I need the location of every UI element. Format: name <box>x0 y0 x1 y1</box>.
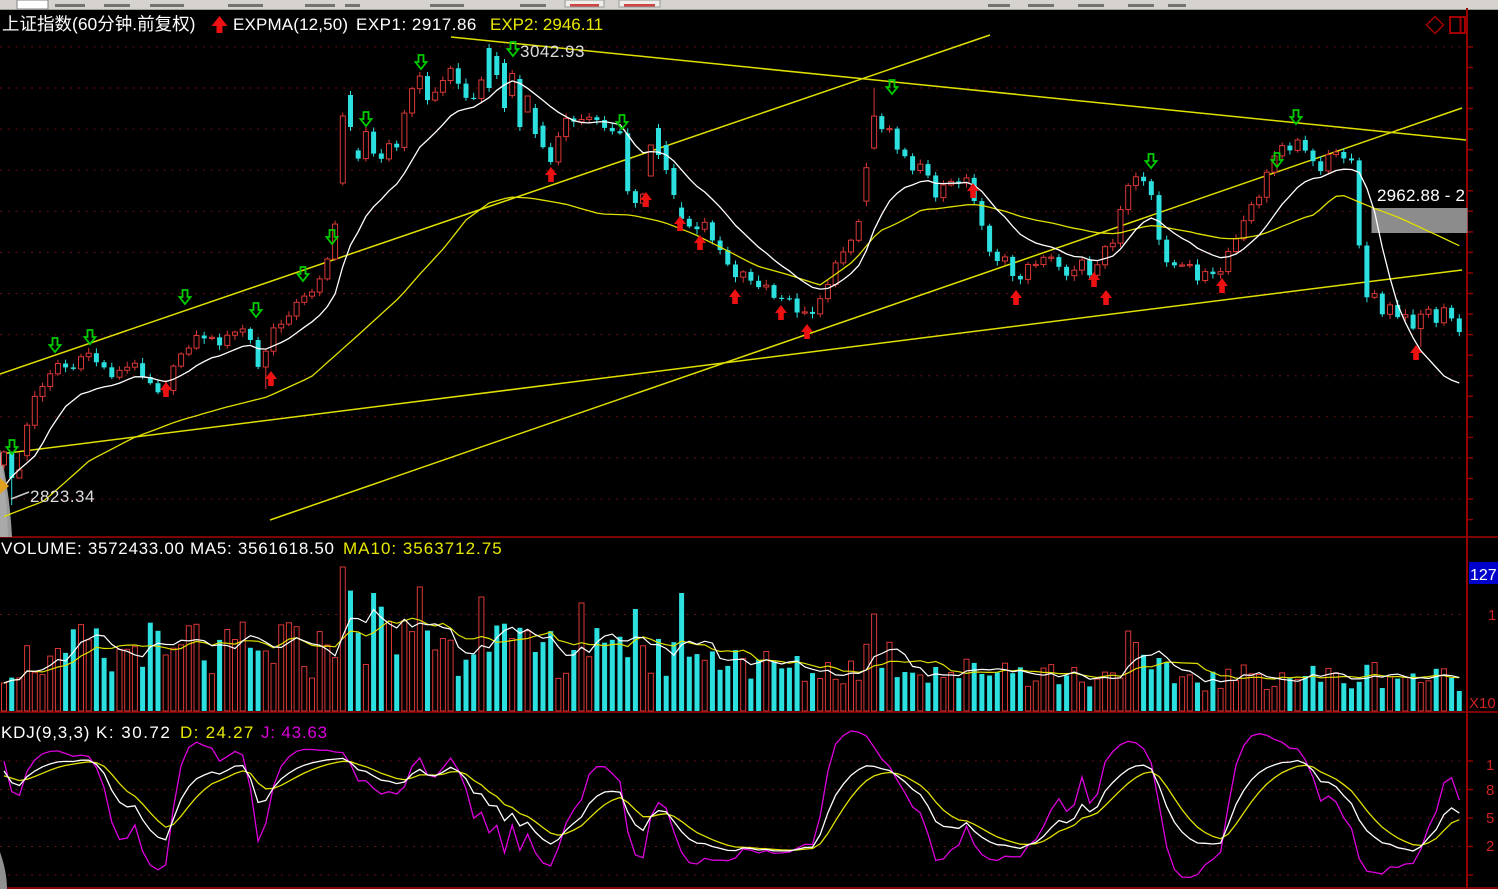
svg-text:EXP1: 2917.86: EXP1: 2917.86 <box>356 15 477 34</box>
svg-text:J: 43.63: J: 43.63 <box>261 723 328 742</box>
svg-text:8: 8 <box>1486 782 1494 799</box>
svg-text:K: 30.72: K: 30.72 <box>96 723 171 742</box>
svg-text:2823.34: 2823.34 <box>30 487 95 506</box>
svg-text:EXPMA(12,50): EXPMA(12,50) <box>233 15 348 34</box>
svg-text:1: 1 <box>1486 757 1494 774</box>
svg-text:D: 24.27: D: 24.27 <box>180 723 255 742</box>
svg-text:KDJ(9,3,3): KDJ(9,3,3) <box>1 723 90 742</box>
svg-text:MA5: 3561618.50: MA5: 3561618.50 <box>190 539 335 558</box>
svg-text:MA10: 3563712.75: MA10: 3563712.75 <box>343 539 503 558</box>
svg-text:3042.93: 3042.93 <box>520 42 585 61</box>
svg-text:上证指数(60分钟.前复权): 上证指数(60分钟.前复权) <box>2 14 195 34</box>
svg-text:EXP2: 2946.11: EXP2: 2946.11 <box>490 15 603 34</box>
svg-text:2962.88 - 2: 2962.88 - 2 <box>1377 186 1465 205</box>
svg-text:2: 2 <box>1486 838 1494 855</box>
svg-text:X10: X10 <box>1469 695 1496 712</box>
svg-text:1: 1 <box>1488 607 1496 624</box>
svg-text:127: 127 <box>1470 567 1497 584</box>
svg-text:VOLUME: 3572433.00: VOLUME: 3572433.00 <box>1 539 185 558</box>
svg-text:5: 5 <box>1486 810 1494 827</box>
